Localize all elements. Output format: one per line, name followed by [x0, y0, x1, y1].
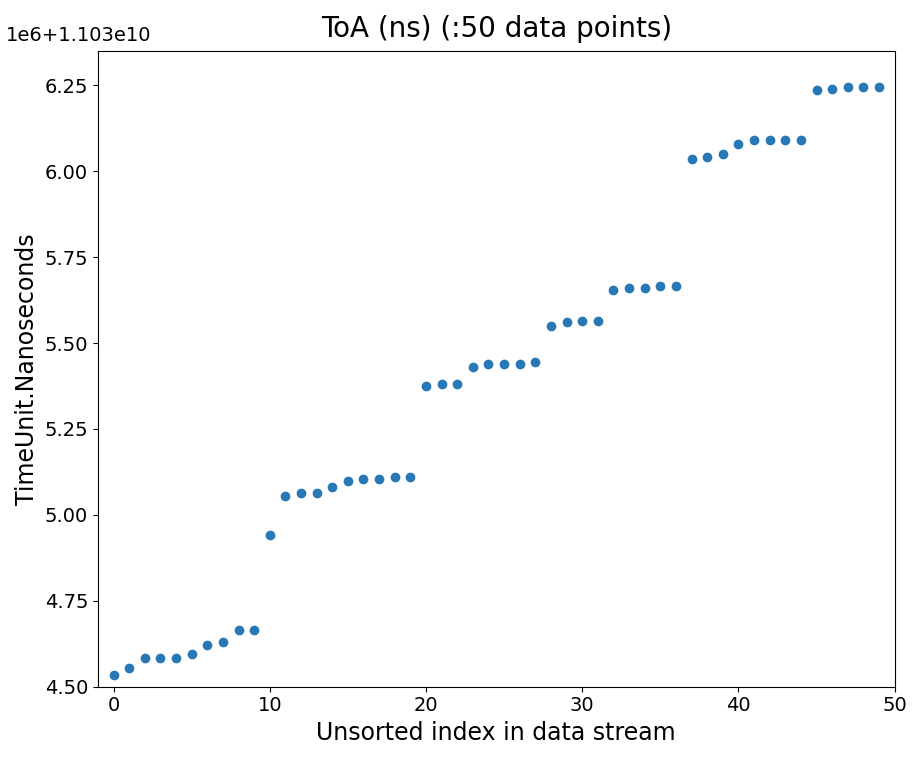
X-axis label: Unsorted index in data stream: Unsorted index in data stream	[316, 721, 676, 745]
Point	[497, 357, 512, 369]
Point	[637, 282, 652, 294]
Point	[450, 378, 465, 391]
Point	[778, 135, 793, 147]
Point	[684, 153, 699, 165]
Point	[825, 83, 840, 95]
Point	[278, 490, 293, 502]
Point	[372, 473, 386, 485]
Point	[137, 651, 152, 663]
Point	[762, 135, 777, 147]
Point	[621, 282, 636, 294]
Point	[513, 357, 527, 369]
Point	[794, 135, 809, 147]
Point	[747, 135, 762, 147]
Title: ToA (ns) (:50 data points): ToA (ns) (:50 data points)	[321, 15, 672, 43]
Point	[559, 316, 573, 328]
Point	[840, 81, 855, 93]
Point	[871, 81, 886, 93]
Point	[466, 361, 480, 373]
Point	[247, 624, 262, 636]
Point	[715, 148, 730, 160]
Point	[434, 378, 449, 391]
Text: 1e6+1.103e10: 1e6+1.103e10	[6, 26, 152, 45]
Point	[200, 639, 215, 651]
Point	[574, 315, 589, 327]
Point	[653, 280, 668, 293]
Point	[169, 651, 183, 663]
Point	[231, 624, 246, 636]
Point	[403, 471, 418, 483]
Point	[528, 356, 543, 368]
Point	[356, 473, 371, 485]
Point	[325, 481, 339, 493]
Point	[590, 315, 605, 327]
Point	[309, 486, 324, 499]
Point	[387, 471, 402, 483]
Point	[184, 648, 199, 660]
Point	[122, 662, 136, 674]
Point	[263, 530, 278, 542]
Point	[810, 84, 824, 97]
Point	[606, 283, 621, 296]
Point	[700, 151, 715, 163]
Point	[216, 636, 230, 648]
Point	[856, 81, 870, 93]
Point	[731, 138, 746, 150]
Point	[481, 357, 496, 369]
Point	[153, 651, 168, 663]
Point	[419, 380, 433, 392]
Point	[293, 486, 308, 499]
Point	[106, 669, 121, 681]
Point	[544, 320, 559, 332]
Point	[340, 474, 355, 486]
Point	[668, 280, 683, 293]
Y-axis label: TimeUnit.Nanoseconds: TimeUnit.Nanoseconds	[15, 233, 39, 505]
